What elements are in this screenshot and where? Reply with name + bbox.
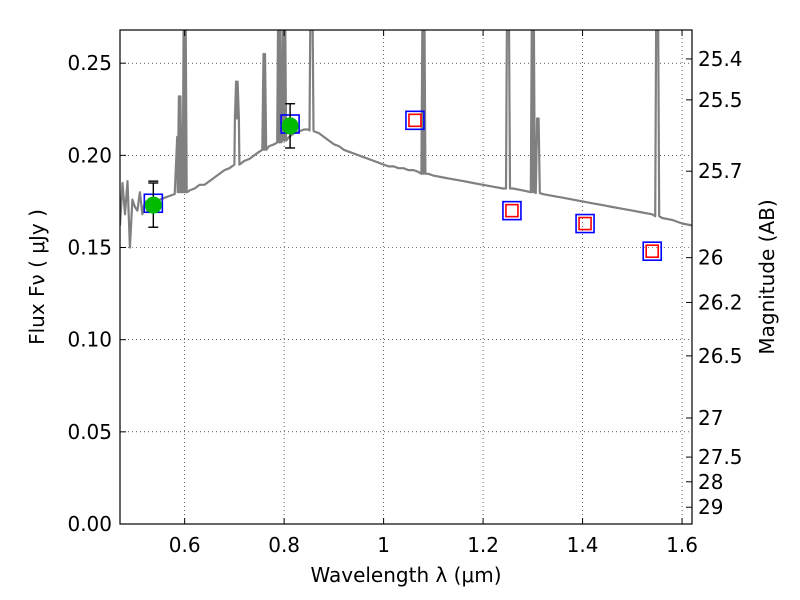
flux-marker-square [578,216,592,231]
flux-marker-circle [144,196,162,214]
y-axis-title: Flux Fν ( μJy ) [25,209,49,345]
x-tick-label: 1 [377,533,390,557]
y2-tick-label: 25.4 [698,47,743,71]
spectrum-line [120,30,692,249]
axis-ticks: 0.6 0.8 1 1.2 1.4 1.6 0.00 0.05 0.10 0.15 0.20 0.25… [67,30,743,557]
flux-marker-square [405,110,425,131]
y-tick-label: 0.05 [67,420,112,444]
x-tick-label: 1.6 [666,533,698,557]
flux-marker-square [642,241,663,261]
model-spectrum [120,30,692,249]
photometry-points [143,103,663,261]
flux-marker-square [645,244,660,258]
flux-marker-circle [281,117,299,135]
y2-tick-label: 29 [698,495,723,519]
y-tick-label: 0.10 [67,328,112,352]
y2-axis-title: Magnitude (AB) [755,199,779,354]
y-tick-label: 0.15 [67,236,112,260]
x-tick-label: 0.8 [268,533,300,557]
y-tick-label: 0.00 [67,512,112,536]
flux-marker-square [575,213,595,234]
y2-tick-label: 28 [698,470,723,494]
x-tick-label: 1.4 [567,533,599,557]
y2-tick-label: 26.2 [698,290,743,314]
y-tick-label: 0.20 [67,143,112,167]
y2-tick-label: 25.7 [698,159,743,183]
x-tick-label: 0.6 [169,533,201,557]
flux-marker-square [408,113,422,128]
y2-tick-label: 26 [698,246,723,270]
y2-tick-label: 25.5 [698,88,743,112]
y-tick-label: 0.25 [67,51,112,75]
y2-tick-label: 26.5 [698,344,743,368]
grid-lines [120,30,692,525]
x-axis-title: Wavelength λ (μm) [310,563,501,587]
flux-marker-square [502,200,522,221]
x-tick-label: 1.2 [467,533,499,557]
y2-tick-label: 27 [698,406,723,430]
plot-frame [119,29,693,525]
flux-marker-square [505,203,519,218]
y2-tick-label: 27.5 [698,445,743,469]
